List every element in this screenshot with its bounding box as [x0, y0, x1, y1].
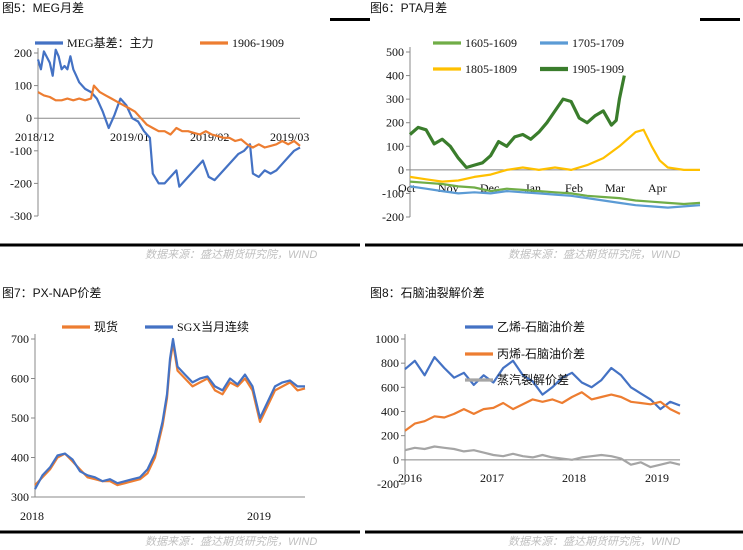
- series-line-2: [37, 84, 301, 149]
- title-bar: [700, 18, 740, 21]
- y-tick-label: 600: [11, 372, 29, 386]
- y-tick-label: 1000: [375, 332, 399, 346]
- series-line-1: [409, 180, 701, 206]
- x-tick-label: 2019/01: [110, 130, 149, 144]
- chart-panel-4: 图8：石脑油裂解价差 1000 800 600 400 200 0 -200 2016 2017 2…: [365, 286, 743, 548]
- legend-label: 现货: [94, 319, 118, 334]
- y-tick-label: 800: [381, 356, 399, 370]
- x-tick-label: Feb: [565, 181, 583, 195]
- legend-label: 1605-1609: [465, 36, 517, 50]
- y-tick-label: 600: [381, 380, 399, 394]
- y-tick-label: 500: [11, 411, 29, 425]
- legend-label: 1905-1909: [572, 62, 624, 76]
- y-tick-label: 0: [398, 163, 404, 177]
- chart-title: 图5：MEG月差: [2, 1, 84, 15]
- series-line-2: [404, 391, 681, 432]
- series-line-3: [404, 445, 681, 469]
- legend-label: 乙烯-石脑油价差: [497, 320, 585, 334]
- legend-label: 蒸汽裂解价差: [497, 372, 569, 387]
- legend-label: 1705-1709: [572, 36, 624, 50]
- chart-panel-3: 图7：PX-NAP价差 700 600 500 400 300 2018 2019 现货 SGX当…: [0, 286, 360, 548]
- x-tick-label: 2018/12: [15, 130, 54, 144]
- chart-title: 图6：PTA月差: [370, 1, 447, 15]
- series-line-1: [404, 356, 681, 411]
- y-tick-label: 700: [11, 332, 29, 346]
- title-bar: [330, 18, 370, 21]
- y-tick-label: 400: [381, 405, 399, 419]
- y-tick-label: -200: [382, 210, 404, 224]
- series-line-1: [36, 48, 301, 188]
- chart-title: 图7：PX-NAP价差: [2, 286, 101, 300]
- y-tick-label: 500: [386, 45, 404, 59]
- x-tick-label: Apr: [648, 181, 667, 195]
- x-tick-label: 2018: [562, 471, 586, 485]
- y-tick-label: 0: [26, 111, 32, 125]
- y-tick-label: 200: [386, 116, 404, 130]
- legend-label: SGX当月连续: [177, 319, 249, 334]
- series-line-2: [409, 185, 701, 209]
- series-line-2: [34, 337, 305, 490]
- source-note: 数据来源：盛达期货研究院，WIND: [508, 535, 680, 548]
- y-tick-label: 100: [14, 79, 32, 93]
- x-tick-label: 2019/03: [270, 130, 309, 144]
- source-note: 数据来源：盛达期货研究院，WIND: [145, 535, 317, 548]
- y-tick-label: 200: [14, 46, 32, 60]
- x-tick-label: 2018: [20, 509, 44, 523]
- y-tick-label: 400: [386, 69, 404, 83]
- legend-label: 1805-1809: [465, 62, 517, 76]
- y-tick-label: -200: [377, 477, 399, 491]
- legend-label: MEG基差：主力: [67, 36, 154, 50]
- y-tick-label: 300: [386, 92, 404, 106]
- y-tick-label: -300: [10, 209, 32, 223]
- legend-label: 丙烯-石脑油价差: [497, 347, 585, 361]
- series-line-3: [409, 128, 700, 183]
- legend-label: 1906-1909: [232, 36, 284, 50]
- series-line-4: [408, 75, 626, 170]
- y-tick-label: -100: [10, 144, 32, 158]
- y-tick-label: 0: [393, 453, 399, 467]
- source-note: 数据来源：盛达期货研究院，WIND: [508, 248, 680, 261]
- chart-title: 图8：石脑油裂解价差: [370, 286, 485, 300]
- x-tick-label: 2016: [398, 471, 422, 485]
- chart-panel-1: 图5：MEG月差 200 100 0 -100 -200 -300 2018/12 2019/0…: [0, 1, 370, 261]
- x-tick-label: 2019: [247, 509, 271, 523]
- source-note: 数据来源：盛达期货研究院，WIND: [145, 248, 317, 261]
- x-tick-label: 2017: [480, 471, 504, 485]
- y-tick-label: 400: [11, 451, 29, 465]
- x-tick-label: 2019: [645, 471, 669, 485]
- y-tick-label: 300: [11, 490, 29, 504]
- y-tick-label: -100: [382, 186, 404, 200]
- x-tick-label: Oct: [398, 181, 416, 195]
- y-tick-label: 200: [381, 429, 399, 443]
- x-tick-label: Mar: [605, 181, 625, 195]
- y-tick-label: -200: [10, 176, 32, 190]
- y-tick-label: 100: [386, 139, 404, 153]
